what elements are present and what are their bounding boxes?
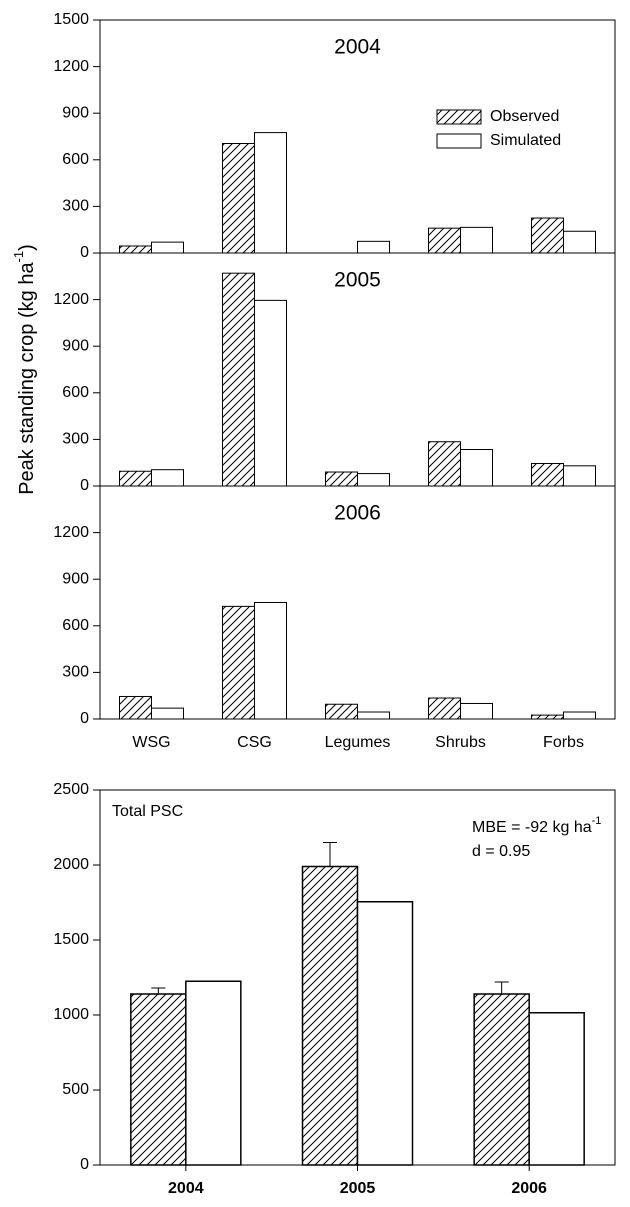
bar (222, 605, 255, 720)
legend-swatch (436, 133, 482, 149)
panel-title: 2004 (334, 36, 381, 59)
bar (531, 217, 564, 254)
annotation: d = 0.95 (472, 843, 530, 860)
bar (563, 465, 596, 487)
bar (563, 711, 596, 720)
bar (531, 714, 564, 720)
y-axis-label-part: Peak standing crop (kg ha (16, 262, 38, 495)
x-tick-label: CSG (237, 734, 272, 751)
bar (428, 441, 461, 487)
bar (460, 702, 493, 720)
bar (428, 697, 461, 720)
bar (325, 703, 358, 720)
x-tick-label: Legumes (325, 734, 391, 751)
y-axis-label-part: ) (16, 244, 38, 251)
x-tick-label: Shrubs (435, 734, 486, 751)
y-tick-label: 2000 (53, 856, 89, 873)
y-tick-label: 300 (62, 198, 89, 215)
x-tick-label: 2006 (511, 1180, 547, 1197)
x-tick-label: 2005 (340, 1180, 376, 1197)
bar (325, 471, 358, 487)
bar (563, 230, 596, 254)
y-tick-label: 1200 (53, 291, 89, 308)
bar (473, 993, 530, 1166)
bar (254, 602, 287, 720)
y-tick-label: 0 (80, 1156, 89, 1173)
bar (119, 695, 152, 720)
bar (185, 980, 242, 1166)
bar (301, 865, 359, 1166)
y-tick-label: 0 (80, 710, 89, 727)
x-tick-label: WSG (132, 734, 170, 751)
y-axis-label: Peak standing crop (kg ha-1) (11, 244, 38, 495)
annotation-text: MBE = -92 kg ha (472, 819, 592, 836)
y-tick-label: 900 (62, 104, 89, 121)
bar (531, 462, 564, 487)
bar (357, 473, 390, 487)
y-tick-label: 0 (80, 477, 89, 494)
bar (222, 272, 255, 487)
bar (460, 226, 493, 254)
legend-swatch (436, 109, 482, 125)
x-tick-label: Forbs (543, 734, 584, 751)
y-tick-label: 1500 (53, 11, 89, 28)
bar (254, 132, 287, 254)
bar (119, 470, 152, 487)
y-tick-label: 900 (62, 570, 89, 587)
y-tick-label: 600 (62, 617, 89, 634)
bar (151, 707, 184, 720)
bar (357, 240, 390, 254)
bar (254, 299, 287, 487)
bar (130, 993, 187, 1166)
bar (428, 227, 461, 254)
y-axis-label-part: -1 (11, 251, 26, 263)
bar (151, 241, 184, 254)
legend-label: Simulated (490, 132, 561, 149)
x-tick-label: 2004 (168, 1180, 204, 1197)
bar (356, 901, 414, 1166)
panel-title: Total PSC (112, 803, 183, 820)
y-tick-label: 500 (62, 1081, 89, 1098)
y-tick-label: 1200 (53, 58, 89, 75)
panel-title: 2005 (334, 269, 381, 292)
annotation-sup: -1 (592, 815, 602, 827)
bar (460, 448, 493, 487)
y-tick-label: 1200 (53, 524, 89, 541)
y-tick-label: 0 (80, 244, 89, 261)
bar (528, 1012, 585, 1166)
bar (222, 142, 255, 254)
legend-label: Observed (490, 108, 559, 125)
y-tick-label: 300 (62, 664, 89, 681)
y-tick-label: 1000 (53, 1006, 89, 1023)
y-tick-label: 600 (62, 151, 89, 168)
y-tick-label: 900 (62, 337, 89, 354)
bar (357, 711, 390, 720)
bar (151, 469, 184, 487)
y-tick-label: 2500 (53, 781, 89, 798)
annotation: MBE = -92 kg ha-1 (472, 815, 601, 836)
panel-title: 2006 (334, 502, 381, 525)
y-tick-label: 600 (62, 384, 89, 401)
y-tick-label: 300 (62, 431, 89, 448)
bar (119, 245, 152, 254)
y-tick-label: 1500 (53, 931, 89, 948)
